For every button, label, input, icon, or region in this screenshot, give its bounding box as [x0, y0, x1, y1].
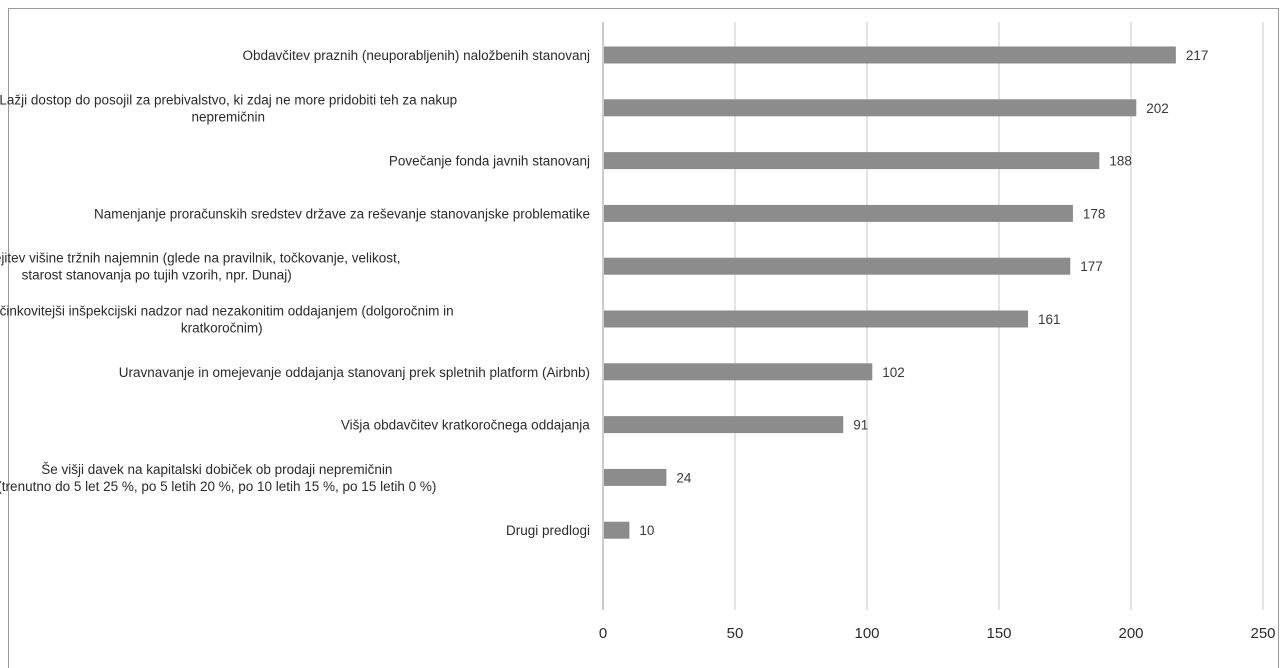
bar-chart: Obdavčitev praznih (neuporabljenih) nalo… — [0, 22, 1276, 642]
category-label-line: Namenjanje proračunskih sredstev države … — [94, 206, 590, 221]
category-label-line: Lažji dostop do posojil za prebivalstvo,… — [0, 92, 457, 107]
bars — [604, 46, 1176, 539]
bar — [604, 257, 1071, 275]
x-axis-ticks: 0 50 100 150 200 250 — [599, 625, 1276, 642]
x-tick-label: 200 — [1118, 625, 1143, 642]
bar — [604, 363, 873, 381]
category-label: Učinkovitejši inšpekcijski nadzor nad ne… — [0, 304, 454, 336]
category-label: Lažji dostop do posojil za prebivalstvo,… — [0, 92, 457, 124]
category-label: Povečanje fonda javnih stanovanj — [389, 154, 590, 169]
data-label: 102 — [882, 365, 905, 380]
category-label-line: starost stanovanja po tujih vzorih, npr.… — [22, 268, 292, 283]
data-label: 217 — [1186, 48, 1209, 63]
bar — [604, 204, 1073, 222]
category-label: Uravnavanje in omejevanje oddajanja stan… — [119, 365, 590, 380]
x-tick-label: 100 — [854, 625, 879, 642]
x-tick-label: 250 — [1250, 625, 1275, 642]
category-label: Še višji davek na kapitalski dobiček ob … — [0, 462, 436, 494]
data-label: 10 — [639, 523, 654, 538]
category-label-line: (trenutno do 5 let 25 %, po 5 letih 20 %… — [0, 479, 436, 494]
data-label: 177 — [1080, 259, 1103, 274]
category-label: Obdavčitev praznih (neuporabljenih) nalo… — [243, 48, 590, 63]
data-label: 202 — [1146, 101, 1169, 116]
category-label-line: Obdavčitev praznih (neuporabljenih) nalo… — [243, 48, 590, 63]
category-label: Višja obdavčitev kratkoročnega oddajanja — [341, 418, 590, 433]
data-label: 161 — [1038, 312, 1061, 327]
category-label-line: Uravnavanje in omejevanje oddajanja stan… — [119, 365, 590, 380]
category-label-line: Drugi predlogi — [506, 523, 590, 538]
x-tick-label: 0 — [599, 625, 607, 642]
x-tick-label: 150 — [986, 625, 1011, 642]
category-label-line: kratkoročnim) — [181, 321, 263, 336]
category-label: Zakonska omejitev višine tržnih najemnin… — [0, 251, 401, 283]
category-label-line: Zakonska omejitev višine tržnih najemnin… — [0, 251, 401, 266]
category-label: Drugi predlogi — [506, 523, 590, 538]
bar — [604, 521, 630, 539]
category-labels: Obdavčitev praznih (neuporabljenih) nalo… — [0, 48, 590, 538]
bar — [604, 416, 844, 434]
category-label-line: Učinkovitejši inšpekcijski nadzor nad ne… — [0, 304, 454, 319]
category-label-line: Povečanje fonda javnih stanovanj — [389, 154, 590, 169]
data-label: 188 — [1109, 154, 1132, 169]
data-label: 24 — [676, 470, 692, 485]
bar — [604, 99, 1137, 117]
value-labels: 217 202 188 178 177 161 102 91 24 10 — [639, 48, 1208, 538]
bar — [604, 468, 667, 486]
bar — [604, 152, 1100, 170]
category-label-line: Še višji davek na kapitalski dobiček ob … — [41, 462, 392, 477]
category-label-line: nepremičnin — [192, 109, 266, 124]
bar — [604, 46, 1176, 64]
data-label: 178 — [1083, 206, 1106, 221]
chart-frame — [8, 8, 1279, 668]
x-tick-label: 50 — [727, 625, 744, 642]
category-label: Namenjanje proračunskih sredstev države … — [94, 206, 590, 221]
bar — [604, 310, 1029, 328]
category-label-line: Višja obdavčitev kratkoročnega oddajanja — [341, 418, 590, 433]
data-label: 91 — [853, 418, 868, 433]
